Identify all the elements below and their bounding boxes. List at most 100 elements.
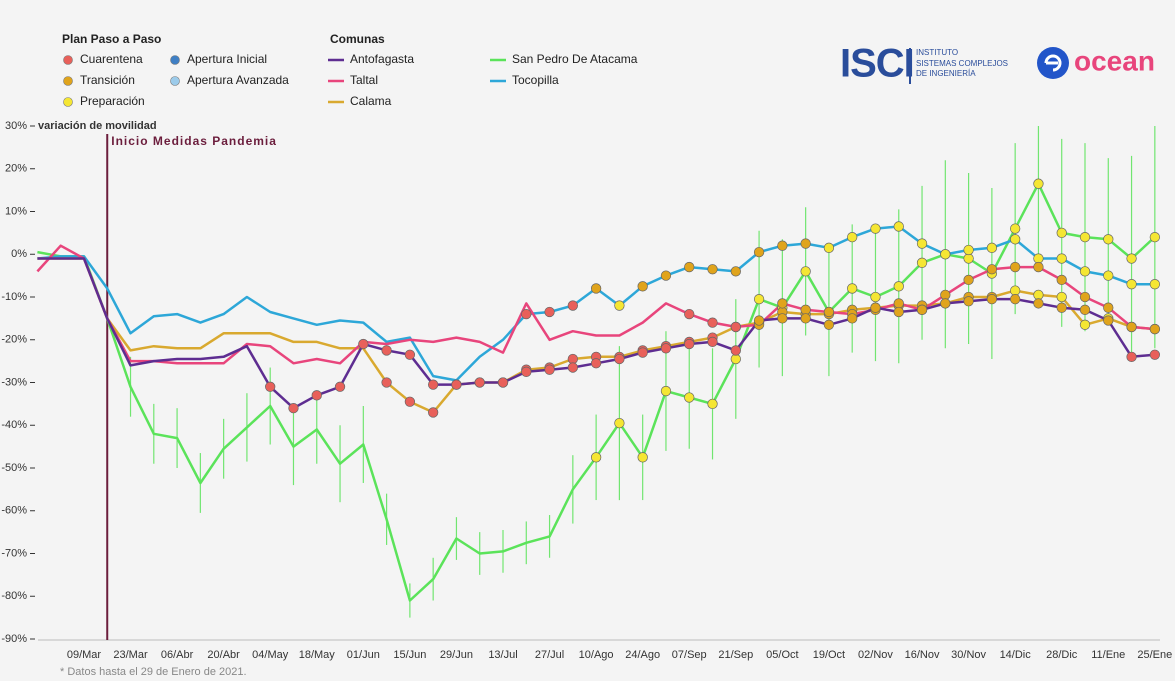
y-tick-label: -10% [1,291,27,303]
y-tick-label: -80% [1,590,27,602]
y-tick-label: -90% [1,633,27,645]
x-tick-label: 15/Jun [393,649,426,661]
phase-marker [521,308,532,320]
phase-marker [1149,349,1160,360]
phase-marker [660,385,672,397]
phase-marker [707,398,718,410]
legend-marker [170,55,180,65]
phase-marker [777,298,788,309]
logo-text: DE INGENIERÍA [916,69,976,78]
phase-marker [334,381,346,392]
phase-marker [567,353,578,365]
phase-marker [847,283,858,294]
phase-marker [986,264,998,275]
x-tick-label: 10/Ago [579,649,614,661]
phase-marker [614,300,625,311]
x-tick-label: 06/Abr [161,649,194,661]
phase-marker [1149,323,1160,335]
phase-marker [777,240,788,251]
x-tick-label: 09/Mar [67,649,102,661]
phase-marker [963,296,974,307]
series-line [37,257,1155,410]
phase-marker [963,253,974,264]
phase-marker [1126,321,1137,333]
phase-marker [660,343,672,354]
phase-marker [893,281,904,292]
phase-marker [1103,315,1114,326]
phase-marker [590,283,602,294]
x-tick-label: 07/Sep [672,649,707,661]
phase-marker [847,313,858,324]
phase-marker [730,321,741,333]
phase-marker [1010,223,1021,234]
phase-marker [707,336,718,348]
logo-text: SISTEMAS COMPLEJOS [916,59,1008,68]
legend-label: Calama [350,94,392,108]
phase-marker [404,396,416,407]
phase-marker [1103,270,1114,281]
x-tick-label: 13/Jul [488,649,517,661]
phase-marker [637,452,648,463]
phase-marker [1079,304,1091,315]
phase-marker [684,392,695,403]
footnote: * Datos hasta el 29 de Enero de 2021. [60,666,247,678]
phase-marker [1056,253,1067,264]
phase-marker [1010,293,1021,305]
phase-marker [1056,291,1067,303]
phase-marker [916,257,928,268]
phase-marker [358,338,369,350]
phase-marker [1056,274,1067,286]
y-tick-label: -40% [1,419,27,431]
phase-marker [940,249,951,260]
phase-marker [823,319,835,330]
phase-marker [707,317,718,328]
ocean-logo: ocean [1037,45,1155,79]
phase-marker [800,313,811,324]
phase-marker [614,353,625,365]
phase-marker [1010,261,1021,273]
y-tick-label: 0% [11,248,27,260]
phase-marker [1033,178,1044,189]
phase-marker [730,266,741,277]
y-tick-label: -20% [1,334,27,346]
phase-marker [1126,279,1137,290]
legend-title: Plan Paso a Paso [62,32,161,46]
phase-marker [684,261,695,273]
phase-marker [381,345,392,356]
phase-marker [311,390,322,401]
phase-marker [590,452,602,463]
legend-label: San Pedro De Atacama [512,52,638,66]
x-tick-label: 02/Nov [858,649,893,661]
phase-marker [916,304,928,315]
legend-marker [63,97,73,107]
x-tick-label: 20/Abr [207,649,240,661]
legend-label: Apertura Inicial [187,52,267,66]
legend-label: Preparación [80,94,145,108]
phase-marker [544,364,555,375]
phase-marker [684,338,695,350]
logo-text: ocean [1074,45,1155,76]
x-tick-label: 23/Mar [113,649,148,661]
phase-marker [544,306,555,318]
phase-marker [521,366,532,377]
x-tick-label: 19/Oct [813,649,845,661]
phase-marker [800,238,811,249]
legend-label: Cuarentena [80,52,143,66]
phase-marker [940,289,951,301]
logo-text: INSTITUTO [916,48,958,57]
phase-marker [986,293,998,305]
event-label: Inicio Medidas Pandemia [111,134,277,148]
x-tick-label: 18/May [299,649,336,661]
phase-marker [684,308,695,320]
phase-marker [753,315,765,326]
phase-marker [1033,289,1044,301]
phase-marker [753,293,765,305]
phase-marker [940,298,951,309]
phase-marker [288,403,299,414]
phase-marker [1033,253,1044,264]
phase-marker [1079,319,1091,330]
phase-marker [1079,231,1091,243]
phase-marker [1126,351,1137,363]
phase-marker [916,238,928,249]
phase-marker [567,300,578,311]
